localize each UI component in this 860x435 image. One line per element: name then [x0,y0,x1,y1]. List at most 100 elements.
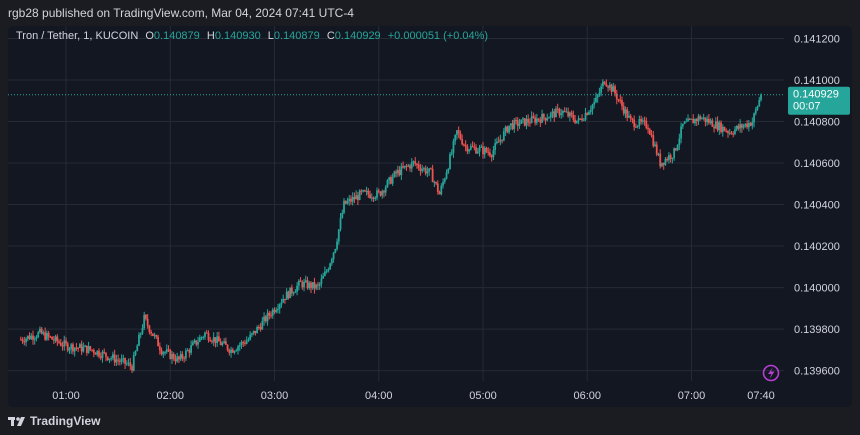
candle-body [636,125,639,128]
candle-body [129,362,132,367]
candle-body [661,162,663,167]
candle-body [344,200,347,204]
candle-body [443,178,446,182]
price-chart[interactable]: 0.141200 0.141000 0.140800 0.140600 0.140400… [8,26,852,407]
candle-body [323,271,326,276]
candle-body [391,176,394,184]
candle-body [410,162,413,169]
candle-body [118,360,121,362]
change-value: +0.000051 (+0.04%) [387,30,489,42]
candle-body [23,341,26,343]
candle-body [383,190,385,193]
candle-body [756,106,759,110]
y-tick-label: 0.141200 [794,33,840,45]
candle-body [429,168,432,170]
candle-body [238,345,241,347]
candle-body [138,334,140,346]
candle-body [247,339,250,341]
candle-body [353,196,356,200]
candle-body [654,144,656,147]
candle-body [588,111,590,115]
candle-body [289,287,292,299]
candle-body [369,194,371,198]
candle-body [251,333,253,335]
candle-body [153,335,156,337]
candle-body [537,118,540,120]
candle-body [214,337,217,344]
candle-body [125,363,128,365]
candle-body [322,275,325,279]
candle-body [560,113,563,116]
countdown-label: 00:07 [793,101,821,113]
candle-body [730,132,733,134]
candle-body [271,309,274,316]
candle-body [433,181,436,183]
candle-body [205,332,208,334]
price-axis[interactable]: 0.141200 0.141000 0.140800 0.140600 0.140400… [794,33,840,377]
candle-body [390,177,392,184]
candle-body [673,148,676,158]
candle-body [112,354,114,359]
candle-body [680,126,682,139]
candle-body [181,354,184,359]
candle-body [502,131,505,141]
candle-body [224,341,227,345]
candle-body [103,351,106,353]
candle-body [692,118,695,124]
low-label: L [267,30,274,42]
candle-body [485,147,488,152]
candle-body [230,349,232,353]
candle-body [336,241,338,250]
candle-body [160,350,163,355]
candle-body [714,121,717,129]
candle-body [473,146,476,148]
chart-panel[interactable]: 0.141200 0.141000 0.140800 0.140600 0.140400… [8,26,852,407]
candle-body [231,349,234,353]
candle-body [240,342,243,346]
candle-body [245,340,248,344]
brand[interactable]: TradingView [8,414,100,428]
candle-body [372,197,375,199]
candle-body [351,196,354,202]
candle-body [582,119,585,121]
candle-body [343,200,345,213]
candle-body [622,106,625,114]
candle-body [402,166,404,168]
candle-body [178,356,180,360]
candle-body [400,166,403,176]
candle-body [278,304,281,309]
candle-body [256,326,259,334]
candle-body [306,280,309,289]
candle-body [337,229,340,242]
candle-body [713,126,715,129]
time-axis[interactable]: 01:00 02:00 03:00 04:00 05:00 06:00 07:00 07:40 [52,390,775,402]
candle-body [555,108,557,118]
candle-body [122,357,125,360]
candle-body [105,352,107,357]
candle-body [754,109,757,114]
candle-body [301,281,304,288]
candle-body [66,343,69,351]
candle-body [475,147,477,154]
candle-body [212,337,215,342]
candle-body [290,287,293,294]
candle-body [688,118,691,120]
open-value: 0.140879 [153,30,200,42]
candle-body [753,113,755,123]
candle-body [589,109,592,112]
candle-body [445,172,448,179]
candle-body [244,342,246,344]
candle-body [530,116,533,123]
candle-body [678,138,681,146]
candle-body [544,117,547,121]
y-tick-label: 0.141000 [794,75,840,87]
candle-body [268,312,271,316]
x-tick-label: 01:00 [52,390,80,402]
last-price-tag: 0.140929 00:07 [788,86,850,115]
candle-body [416,164,418,166]
candle-body [456,130,458,135]
candle-body [120,359,123,362]
candle-body [218,336,220,342]
lightning-bolt-icon[interactable] [762,364,780,382]
candle-body [146,318,149,326]
